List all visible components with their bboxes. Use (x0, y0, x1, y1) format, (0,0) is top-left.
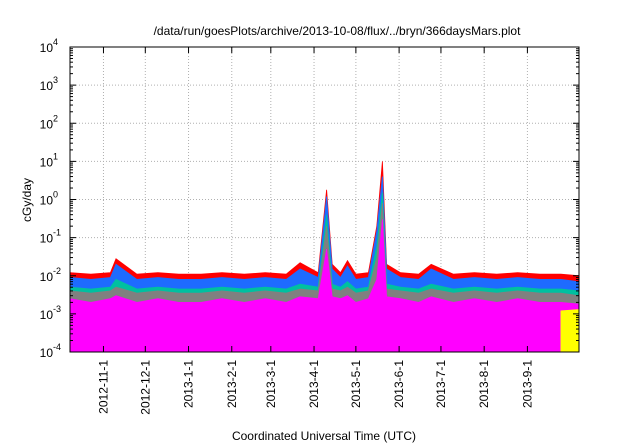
y-tick-base: 10 (40, 41, 54, 55)
x-tick-label: 2013-2-1 (225, 360, 239, 408)
y-tick-exponent: -3 (53, 304, 61, 314)
y-tick-label: 10 4 (40, 37, 58, 55)
y-tick-base: 10 (40, 79, 54, 93)
y-tick-exponent: 1 (53, 151, 58, 161)
x-axis-label: Coordinated Universal Time (UTC) (232, 429, 416, 443)
y-tick-exponent: 2 (53, 113, 58, 123)
x-tick-label: 2013-6-1 (392, 360, 406, 408)
x-tick-label: 2012-12-1 (138, 360, 152, 415)
y-tick-base: 10 (40, 346, 54, 360)
y-tick-exponent: -1 (53, 228, 61, 238)
x-tick-label: 2013-9-1 (520, 360, 534, 408)
y-tick-exponent: 0 (53, 190, 58, 200)
y-tick-label: 10 -3 (40, 304, 61, 322)
y-tick-base: 10 (40, 117, 54, 131)
y-tick-exponent: 4 (53, 37, 58, 47)
y-tick-base: 10 (40, 308, 54, 322)
series-layer (69, 161, 580, 353)
y-tick-label: 10 0 (40, 190, 58, 208)
y-tick-base: 10 (40, 194, 54, 208)
y-tick-label: 10 -4 (40, 342, 61, 360)
x-tick-label: 2013-3-1 (264, 360, 278, 408)
y-tick-exponent: -4 (53, 342, 61, 352)
y-tick-label: 10 1 (40, 151, 58, 169)
x-tick-label: 2013-8-1 (477, 360, 491, 408)
chart-title: /data/run/goesPlots/archive/2013-10-08/f… (154, 24, 522, 38)
y-tick-base: 10 (40, 155, 54, 169)
series-5-area (69, 219, 580, 353)
y-tick-label: 10 -1 (40, 228, 61, 246)
x-tick-label: 2013-4-1 (307, 360, 321, 408)
y-tick-exponent: -2 (53, 266, 61, 276)
y-tick-label: 10 3 (40, 75, 58, 93)
y-axis-label: cGy/day (20, 178, 34, 222)
y-tick-label: 10 2 (40, 113, 58, 131)
y-tick-base: 10 (40, 270, 54, 284)
y-tick-exponent: 3 (53, 75, 58, 85)
y-tick-base: 10 (40, 232, 54, 246)
x-tick-label: 2013-5-1 (349, 360, 363, 408)
y-tick-label: 10 -2 (40, 266, 61, 284)
x-tick-label: 2012-11-1 (96, 360, 110, 414)
x-tick-label: 2013-1-1 (182, 360, 196, 408)
x-tick-label: 2013-7-1 (434, 360, 448, 408)
